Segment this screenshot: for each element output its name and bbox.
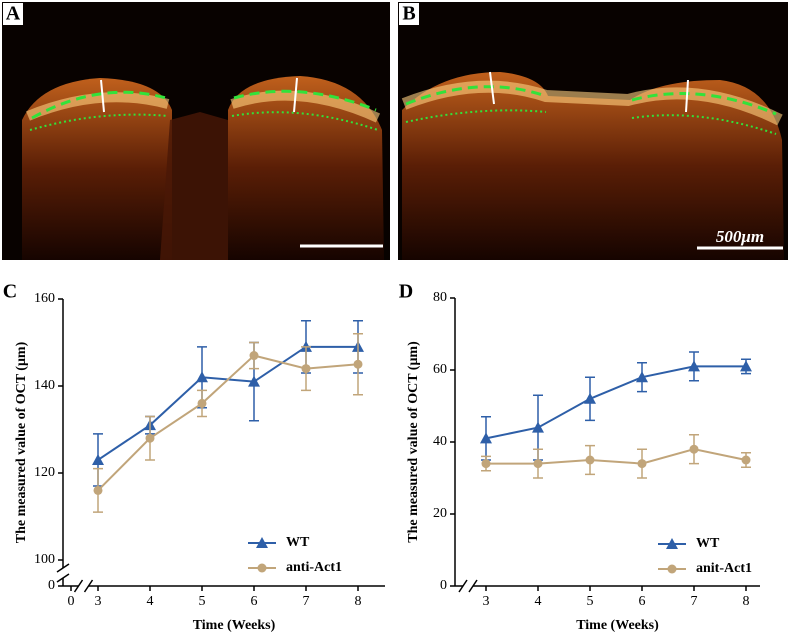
- panel-label: D: [399, 281, 413, 303]
- y-tick-label: 100: [34, 552, 55, 567]
- y-tick-label: 0: [440, 578, 447, 593]
- x-tick-label: 6: [639, 594, 646, 609]
- y-axis-label: The measured value of OCT (μm): [14, 341, 29, 543]
- panel-label: C: [3, 281, 17, 303]
- series-line: [486, 448, 747, 465]
- x-tick-label: 4: [147, 594, 154, 609]
- axis-break: [468, 579, 478, 593]
- x-tick-label: 4: [535, 594, 542, 609]
- x-tick-label: 3: [95, 594, 102, 609]
- series-line: [485, 365, 746, 440]
- legend-marker: [667, 564, 677, 574]
- axis-break: [458, 579, 468, 593]
- panel-label: B: [402, 3, 415, 25]
- x-axis-label: Time (Weeks): [193, 618, 276, 633]
- series-line: [97, 354, 359, 492]
- y-tick-label: 60: [433, 362, 447, 377]
- data-point: [248, 375, 260, 387]
- data-point: [93, 485, 103, 495]
- y-axis-label: The measured value of OCT (μm): [406, 341, 421, 543]
- legend-label: anti-Act1: [286, 560, 342, 575]
- data-point: [532, 421, 544, 433]
- oct-image-b: 500μm B: [398, 2, 788, 260]
- x-tick-label: 5: [587, 594, 594, 609]
- data-point: [197, 398, 207, 408]
- data-point: [533, 459, 543, 469]
- data-point: [481, 459, 491, 469]
- x-tick-label: 8: [743, 594, 750, 609]
- data-point: [92, 453, 104, 465]
- data-point: [636, 371, 648, 383]
- legend-marker: [666, 538, 678, 549]
- data-point: [196, 371, 208, 383]
- data-point: [740, 360, 752, 372]
- y-tick-label: 140: [34, 378, 55, 393]
- data-point: [741, 455, 751, 465]
- y-tick-label: 0: [48, 578, 55, 593]
- data-point: [353, 359, 363, 369]
- data-point: [301, 364, 311, 374]
- series-line: [97, 345, 358, 461]
- data-point: [689, 444, 699, 454]
- x-tick-label: 8: [355, 594, 362, 609]
- y-tick-label: 120: [34, 465, 55, 480]
- x-tick-label: 0: [68, 594, 75, 609]
- x-tick-label: 7: [303, 594, 310, 609]
- legend-label: WT: [286, 535, 310, 550]
- x-tick-label: 7: [691, 594, 698, 609]
- y-tick-label: 20: [433, 506, 447, 521]
- legend-label: anit-Act1: [696, 561, 752, 576]
- x-axis-label: Time (Weeks): [576, 618, 659, 633]
- axis-break: [83, 579, 94, 593]
- data-point: [637, 459, 647, 469]
- legend-marker: [256, 537, 268, 548]
- y-tick-label: 80: [433, 290, 447, 305]
- data-point: [688, 360, 700, 372]
- data-point: [480, 432, 492, 444]
- data-point: [249, 351, 259, 361]
- data-point: [585, 455, 595, 465]
- x-tick-label: 3: [483, 594, 490, 609]
- axis-break: [73, 579, 84, 593]
- axis-break: [56, 573, 70, 583]
- legend-marker: [257, 563, 267, 573]
- data-point: [145, 433, 155, 443]
- oct-image-a: A: [2, 2, 390, 260]
- data-point: [584, 392, 596, 404]
- x-tick-label: 5: [199, 594, 206, 609]
- legend-label: WT: [696, 536, 720, 551]
- axis-break: [56, 563, 70, 573]
- panel-label: A: [6, 3, 21, 25]
- x-tick-label: 6: [251, 594, 258, 609]
- y-tick-label: 160: [34, 291, 55, 306]
- scale-bar-label: 500μm: [716, 227, 764, 246]
- y-tick-label: 40: [433, 434, 447, 449]
